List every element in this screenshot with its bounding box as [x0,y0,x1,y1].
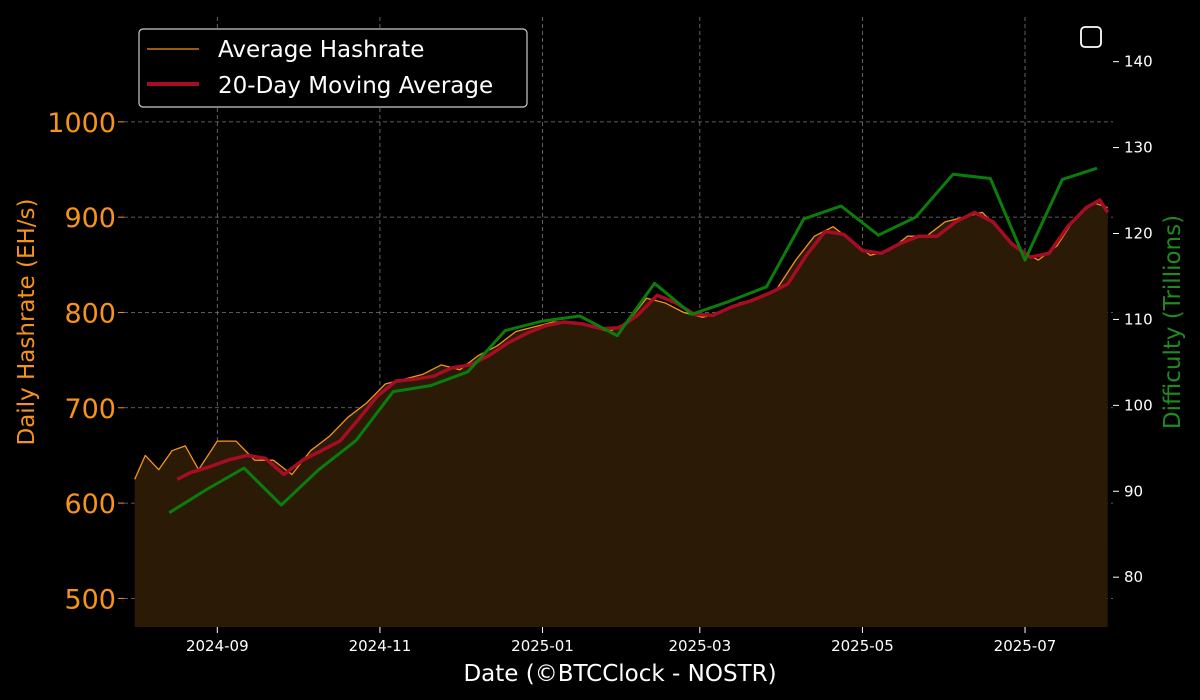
legend-label-moving-average: 20-Day Moving Average [218,73,493,99]
difficulty-line [168,166,1098,514]
y-right-tick-label: 90 [1124,482,1143,500]
y-left-tick-label: 700 [64,394,116,425]
y-right-tick-label: 140 [1124,53,1153,71]
x-tick-label: 2025-03 [668,637,731,655]
y-left-tick-label: 1000 [47,108,116,139]
axes: 2024-09 2024-11 2025-01 2025-03 2025-05 2025-… [47,53,1152,655]
moving-average-line [176,198,1110,481]
y-right-tick-label: 130 [1124,139,1153,157]
plot-area [134,166,1110,627]
x-tick-label: 2025-07 [994,637,1057,655]
y-left-tick-label: 500 [64,584,116,615]
y-right-tick-label: 100 [1124,396,1153,414]
x-tick-label: 2025-01 [511,637,574,655]
x-tick-label: 2024-11 [349,637,412,655]
y-axis-left-label: Daily Hashrate (EH/s) [14,199,40,446]
y-axis-right-label: Difficulty (Trillions) [1160,215,1186,429]
y-right-tick-label: 80 [1124,568,1143,586]
hashrate-area-fill [134,202,1108,627]
y-left-tick-label: 600 [64,489,116,520]
y-left-tick-label: 900 [64,203,116,234]
x-axis-label: Date (©BTCClock - NOSTR) [463,661,776,687]
x-tick-label: 2025-05 [831,637,894,655]
legend: Average Hashrate 20-Day Moving Average [138,28,528,108]
y-left-tick-label: 800 [64,298,116,329]
y-right-tick-label: 110 [1124,310,1153,328]
legend-box [138,28,528,108]
legend-label-hashrate: Average Hashrate [218,37,424,63]
checkbox-icon[interactable] [1080,26,1102,48]
y-right-tick-label: 120 [1124,225,1153,243]
x-tick-label: 2024-09 [186,637,249,655]
